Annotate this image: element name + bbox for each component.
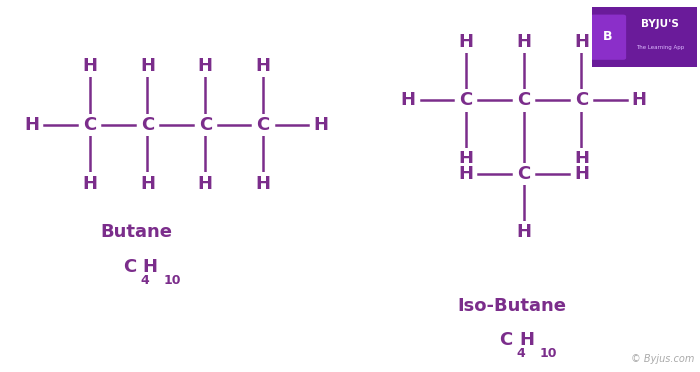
Text: C: C (499, 331, 512, 349)
Text: Iso-Butane: Iso-Butane (458, 297, 566, 315)
FancyBboxPatch shape (591, 15, 626, 60)
FancyBboxPatch shape (589, 6, 699, 68)
Text: H: H (140, 57, 155, 75)
Text: C: C (575, 92, 588, 109)
Text: C: C (517, 92, 530, 109)
Text: H: H (458, 33, 473, 51)
Text: C: C (83, 116, 96, 134)
Text: H: H (574, 150, 589, 168)
Text: H: H (198, 174, 213, 193)
Text: H: H (140, 174, 155, 193)
Text: H: H (400, 92, 415, 109)
Text: H: H (82, 57, 97, 75)
Text: H: H (632, 92, 647, 109)
Text: 4: 4 (141, 274, 149, 287)
Text: © Byjus.com: © Byjus.com (631, 355, 694, 364)
Text: H: H (25, 116, 39, 134)
Text: B: B (603, 29, 612, 42)
Text: The Learning App: The Learning App (636, 45, 684, 51)
Text: 4: 4 (517, 347, 526, 360)
Text: Butane: Butane (100, 224, 172, 241)
Text: H: H (458, 150, 473, 168)
Text: H: H (574, 33, 589, 51)
Text: H: H (143, 258, 158, 276)
Text: H: H (574, 165, 589, 183)
Text: H: H (256, 174, 271, 193)
Text: 10: 10 (540, 347, 557, 360)
Text: H: H (519, 331, 534, 349)
Text: C: C (517, 165, 530, 183)
Text: C: C (199, 116, 212, 134)
Text: BYJU'S: BYJU'S (640, 19, 679, 29)
Text: H: H (256, 57, 271, 75)
Text: 10: 10 (164, 274, 181, 287)
Text: C: C (257, 116, 270, 134)
Text: C: C (122, 258, 136, 276)
Text: C: C (141, 116, 154, 134)
Text: H: H (516, 224, 531, 241)
Text: H: H (516, 33, 531, 51)
Text: H: H (314, 116, 328, 134)
Text: H: H (458, 165, 473, 183)
Text: H: H (82, 174, 97, 193)
Text: H: H (198, 57, 213, 75)
Text: C: C (459, 92, 473, 109)
